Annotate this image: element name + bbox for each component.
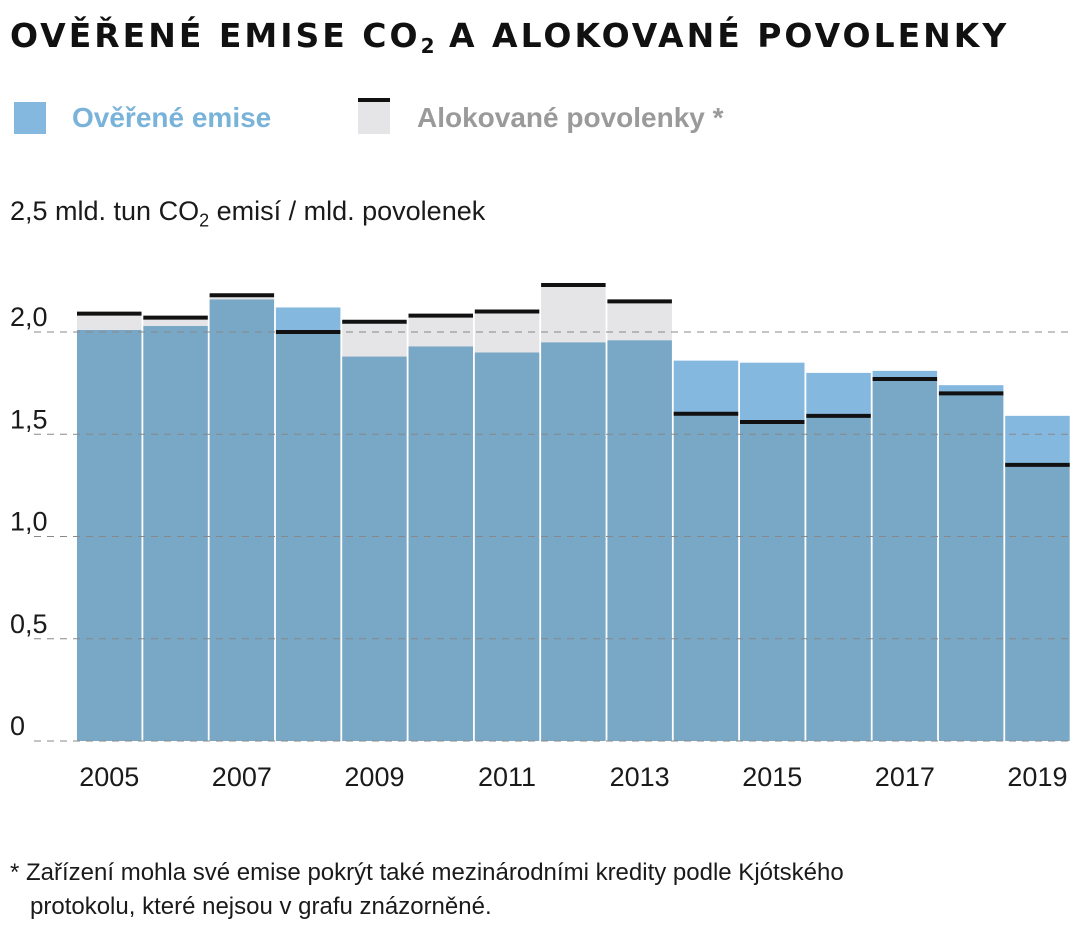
x-tick-label-2017: 2017: [875, 762, 935, 792]
legend-swatch-allowances: [358, 102, 390, 134]
legend-line-allowances: [358, 98, 390, 102]
footnote-line-2: protokolu, které nejsou v grafu znázorně…: [30, 893, 492, 920]
bar-emissions-excess-2014: [673, 360, 739, 414]
x-tick-label-2007: 2007: [212, 762, 272, 792]
bar-emissions-excess-2015: [740, 362, 805, 422]
bar-covered-2012: [541, 342, 606, 741]
x-tick-label-2011: 2011: [478, 762, 536, 792]
x-tick-label-2009: 2009: [344, 762, 404, 792]
bar-covered-2016: [806, 415, 871, 741]
x-tick-label-2019: 2019: [1007, 762, 1067, 792]
bar-covered-2006: [143, 325, 208, 741]
bar-allowance-surplus-2009: [342, 321, 407, 357]
legend: Ověřené emise Alokované povolenky *: [0, 98, 1080, 138]
footnote: * Zařízení mohla své emise pokrýt také m…: [10, 856, 1060, 924]
legend-label-emissions: Ověřené emise: [72, 102, 272, 133]
y-axis-unit-label: 2,5 mld. tun CO2 emisí / mld. povolenek: [10, 196, 486, 231]
bar-emissions-excess-2008: [275, 307, 341, 332]
bar-covered-2005: [77, 329, 142, 741]
bar-allowance-surplus-2007: [209, 295, 275, 300]
y-tick-label-1: 0,5: [10, 609, 48, 639]
bar-covered-2018: [938, 393, 1004, 741]
bar-covered-2017: [872, 379, 938, 741]
footnote-line-1: * Zařízení mohla své emise pokrýt také m…: [10, 859, 844, 886]
bar-emissions-excess-2019: [1005, 415, 1070, 465]
x-tick-label-2015: 2015: [742, 762, 802, 792]
bar-covered-2009: [342, 356, 407, 741]
x-tick-label-2013: 2013: [610, 762, 670, 792]
bar-covered-2007: [209, 299, 275, 741]
bar-allowance-surplus-2010: [408, 315, 473, 347]
bar-emissions-excess-2017: [872, 370, 938, 380]
bar-covered-2011: [474, 352, 540, 741]
bar-covered-2010: [408, 346, 473, 741]
bar-allowance-surplus-2013: [607, 301, 672, 341]
bar-covered-2015: [740, 421, 805, 741]
y-tick-label-2: 1,0: [10, 507, 48, 537]
bar-emissions-excess-2018: [938, 385, 1004, 394]
y-tick-label-0: 0: [10, 711, 25, 741]
bar-covered-2013: [607, 340, 672, 741]
y-tick-label-3: 1,5: [10, 404, 48, 434]
chart-title: OVĚŘENÉ EMISE CO2 A ALOKOVANÉ POVOLENKY: [10, 16, 1010, 58]
x-tick-label-2005: 2005: [79, 762, 139, 792]
bar-covered-2014: [673, 413, 739, 741]
y-tick-label-4: 2,0: [10, 302, 48, 332]
legend-label-allowances: Alokované povolenky *: [417, 102, 724, 133]
bar-covered-2019: [1005, 464, 1070, 741]
bar-emissions-excess-2016: [806, 372, 871, 416]
bar-allowance-surplus-2006: [143, 317, 208, 326]
bar-allowance-surplus-2005: [77, 313, 142, 330]
bar-allowance-surplus-2012: [541, 284, 606, 343]
legend-swatch-emissions: [14, 102, 46, 134]
